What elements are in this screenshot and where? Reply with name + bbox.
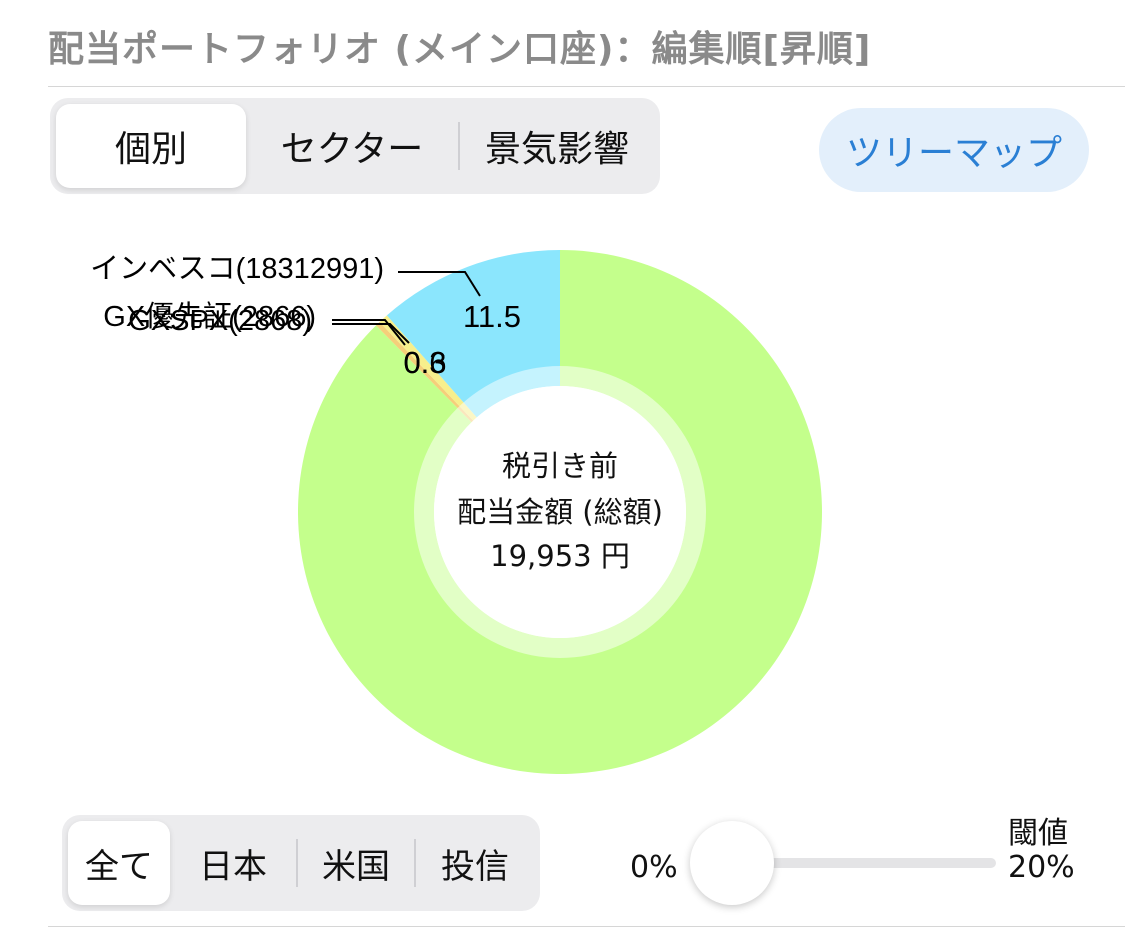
tab-region-fund-label: 投信 — [441, 846, 509, 887]
threshold-label: 閾値 — [1008, 816, 1068, 851]
view-segmented-control: 個別 セクター 景気影響 — [50, 98, 660, 194]
tab-region-fund[interactable]: 投信 — [416, 821, 534, 905]
tab-region-us-label: 米国 — [322, 846, 390, 887]
slice-name-label-gx-2866: GX優先証(2866) — [103, 300, 316, 333]
threshold-min-label: 0% — [630, 850, 678, 885]
donut-slice-gxndx-2865[interactable] — [298, 250, 823, 774]
leader-line-18312991 — [398, 271, 481, 297]
center-total-amount: 19,953 円 — [490, 539, 630, 573]
threshold-max-label: 20% — [1008, 850, 1075, 885]
threshold-slider-track[interactable] — [730, 858, 996, 868]
value-label-gx-2866: 0.3 — [403, 345, 446, 380]
tab-individual[interactable]: 個別 — [56, 104, 246, 188]
tab-individual-label: 個別 — [114, 129, 187, 170]
donut-slice-gx-2866[interactable] — [376, 322, 474, 423]
treemap-button-label: ツリーマップ — [845, 133, 1062, 174]
tab-region-japan[interactable]: 日本 — [170, 821, 296, 905]
tab-region-japan-label: 日本 — [199, 846, 267, 887]
tab-region-all[interactable]: 全て — [68, 821, 170, 905]
page-title: 配当ポートフォリオ (メイン口座)：編集順[昇順] — [48, 29, 872, 70]
center-label-line2: 配当金額 (総額) — [457, 495, 663, 529]
region-segmented-control: 全て 日本 米国 投信 — [62, 815, 540, 911]
tab-sector[interactable]: セクター — [246, 104, 458, 188]
slice-name-label-18312991: インベスコ(18312991) — [90, 253, 384, 285]
threshold-slider-thumb[interactable] — [690, 821, 774, 905]
leader-line-gx-2866 — [332, 319, 406, 346]
value-label-18312991: 11.5 — [463, 299, 521, 334]
treemap-button[interactable]: ツリーマップ — [819, 108, 1089, 192]
tab-separator — [414, 839, 416, 887]
tab-separator — [296, 839, 298, 887]
leader-line-gxspx-2868 — [332, 323, 410, 344]
value-label-gxspx-2868: 0.6 — [403, 345, 446, 380]
footer-divider — [48, 926, 1125, 927]
tab-sector-label: セクター — [280, 129, 424, 170]
header-divider — [48, 86, 1125, 87]
donut-slice-gxspx-2868[interactable] — [379, 315, 477, 421]
tab-economic-impact-label: 景気影響 — [484, 129, 629, 170]
tab-region-all-label: 全て — [85, 846, 153, 887]
center-label-line1: 税引き前 — [502, 449, 618, 483]
tab-region-us[interactable]: 米国 — [298, 821, 414, 905]
dividend-donut-chart: 87.7GXNDX(2865)0.3GX優先証(2866)0.6GXSPX(28… — [90, 250, 823, 774]
donut-hole — [434, 386, 686, 638]
tab-separator — [458, 122, 460, 170]
slice-name-label-gxspx-2868: GXSPX(2868) — [128, 305, 312, 337]
tab-economic-impact[interactable]: 景気影響 — [460, 104, 654, 188]
